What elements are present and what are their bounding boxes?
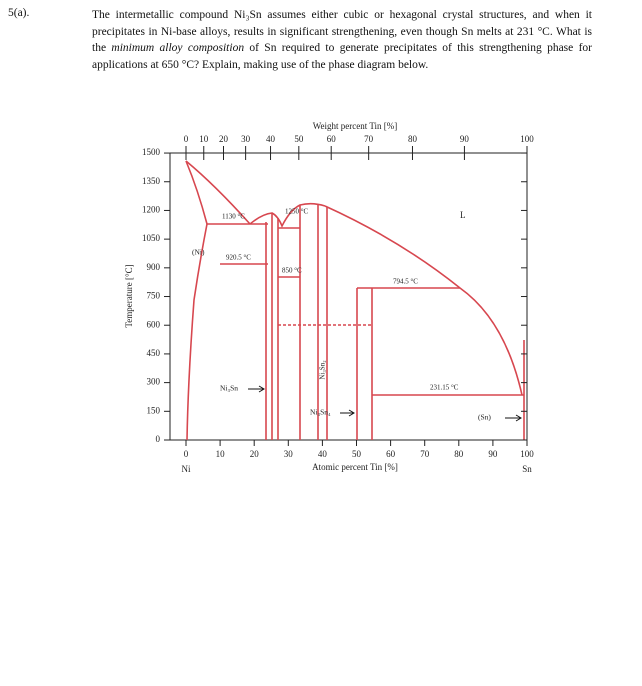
y-tick-label: 750 — [147, 291, 161, 301]
text: The intermetallic compound Ni₃Sn assumes… — [92, 9, 592, 55]
emphasis: minimum alloy composition — [111, 42, 245, 55]
top-tick-label: 70 — [364, 134, 374, 144]
top-tick-label: 20 — [219, 134, 229, 144]
top-axis-label: Weight percent Tin [%] — [313, 121, 398, 131]
liquidus — [185, 160, 251, 225]
annotation: (Ni) — [192, 248, 205, 257]
phase-lines — [185, 160, 525, 441]
annotation: 850 °C — [282, 267, 302, 275]
x-tick-label: 60 — [386, 449, 396, 459]
x-tick-label: 20 — [250, 449, 260, 459]
x-tick-label: 10 — [216, 449, 226, 459]
y-tick-label: 0 — [156, 434, 161, 444]
y-tick-label: 1500 — [142, 147, 161, 157]
x-tick-label: 80 — [454, 449, 464, 459]
y-tick-label: 1350 — [142, 176, 161, 186]
annotation: Ni₃Sn₂ — [319, 360, 327, 380]
x-end-label: Sn — [522, 464, 532, 474]
annotation: 1130 °C — [222, 213, 245, 221]
annotation: Ni₃Sn — [220, 384, 238, 393]
y-tick-label: 1200 — [142, 205, 161, 215]
annotation: 231.15 °C — [430, 384, 459, 392]
top-tick-label: 40 — [266, 134, 276, 144]
x-tick-label: 30 — [284, 449, 294, 459]
question-text: The intermetallic compound Ni₃Sn assumes… — [92, 7, 592, 73]
arrow — [340, 409, 355, 417]
annotation: Ni₃Sn₄ — [310, 408, 331, 417]
top-tick-label: 30 — [241, 134, 251, 144]
x-tick-label: 90 — [488, 449, 498, 459]
question-number: 5(a). — [8, 7, 30, 19]
top-tick-label: 90 — [460, 134, 470, 144]
liquidus — [249, 202, 326, 228]
liquidus — [324, 205, 523, 396]
top-tick-label: 100 — [520, 134, 534, 144]
x-end-label: Ni — [182, 464, 191, 474]
annotation: (Sn) — [478, 413, 491, 422]
top-tick-label: 80 — [408, 134, 418, 144]
y-tick-label: 600 — [147, 319, 161, 329]
top-tick-label: 50 — [294, 134, 304, 144]
y-tick-label: 450 — [147, 348, 161, 358]
top-tick-label: 10 — [199, 134, 209, 144]
x-tick-label: 0 — [184, 449, 189, 459]
top-tick-label: 60 — [327, 134, 337, 144]
y-tick-label: 900 — [147, 262, 161, 272]
arrow — [248, 385, 265, 393]
arrow — [505, 414, 522, 422]
annotation: 920.5 °C — [226, 254, 251, 262]
y-tick-label: 300 — [147, 377, 161, 387]
top-tick-label: 0 — [184, 134, 189, 144]
x-axis-label: Atomic percent Tin [%] — [312, 462, 398, 472]
y-tick-label: 1050 — [142, 233, 161, 243]
y-tick-label: 150 — [147, 405, 161, 415]
ni-solvus — [185, 160, 208, 441]
annotation: 1250 °C — [285, 208, 309, 216]
y-axis-label: Temperature [°C] — [124, 264, 134, 327]
x-tick-label: 100 — [520, 449, 534, 459]
annotation: L — [460, 210, 466, 220]
x-tick-label: 70 — [420, 449, 430, 459]
x-tick-label: 40 — [318, 449, 328, 459]
x-tick-label: 50 — [352, 449, 362, 459]
text: of Sn required to generate precipitates … — [92, 42, 592, 71]
annotation: 794.5 °C — [393, 278, 418, 286]
